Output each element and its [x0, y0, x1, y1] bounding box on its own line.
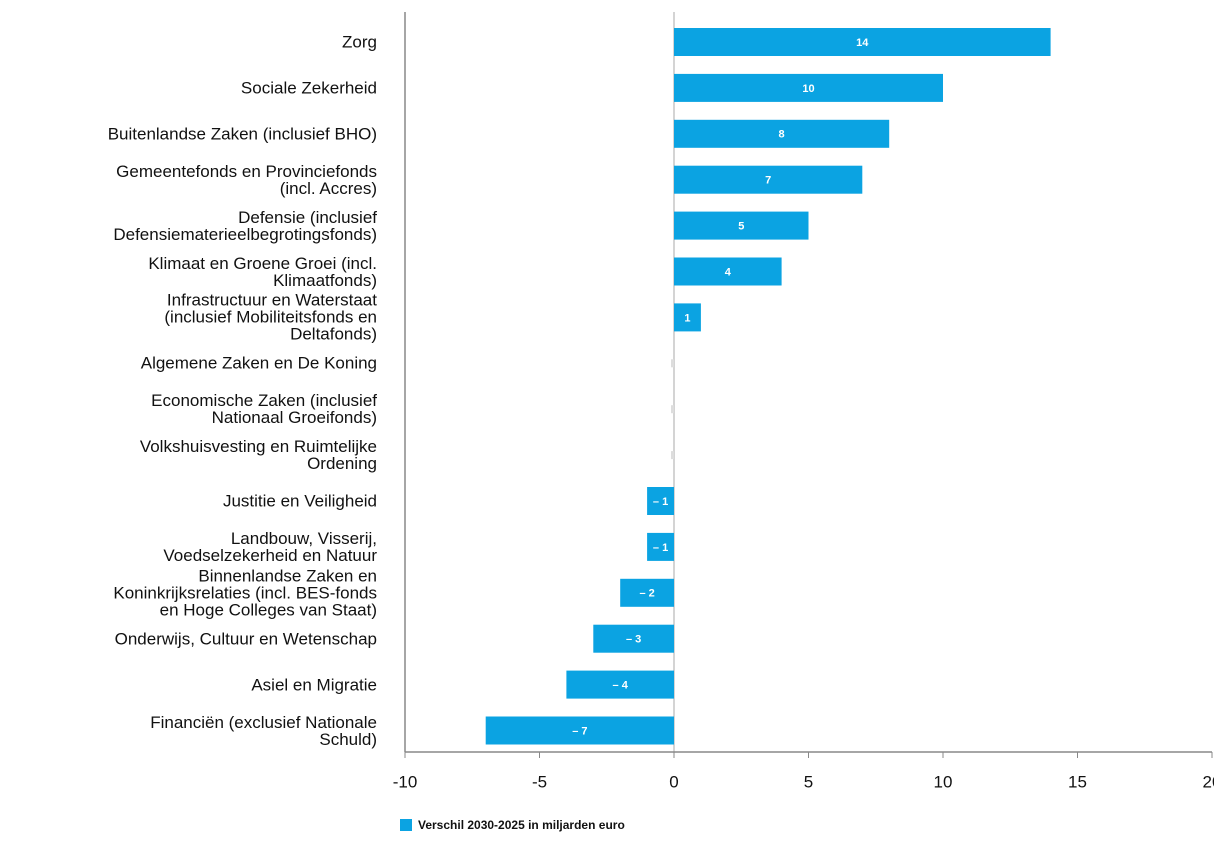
bar-label: 8: [779, 129, 785, 141]
bar-label: – 1: [653, 542, 668, 554]
category-label: Zorg: [342, 32, 377, 52]
category-label: Economische Zaken (inclusief Nationaal G…: [151, 391, 377, 428]
bar-label: 5: [738, 221, 744, 233]
bar: [647, 487, 674, 515]
category-label: Defensie (inclusief Defensiematerieelbeg…: [113, 207, 377, 244]
bar-label: 4: [725, 266, 732, 278]
bar: [674, 257, 782, 286]
bar: [647, 532, 674, 561]
category-label: Sociale Zekerheid: [240, 78, 377, 98]
category-label: Binnenlandse Zaken en Koninkrijksrelatie…: [113, 566, 377, 620]
bar-label: – 3: [626, 634, 641, 646]
bar-label: 14: [856, 37, 869, 49]
bar: [671, 359, 674, 368]
x-tick-label: 10: [934, 772, 953, 791]
category-label: Algemene Zaken en De Koning: [140, 353, 377, 373]
bar: [671, 405, 674, 414]
x-tick-label: -10: [393, 772, 418, 791]
bar: [674, 119, 890, 148]
bar-label: 7: [765, 175, 771, 187]
category-label: Onderwijs, Cultuur en Wetenschap: [114, 629, 377, 649]
category-label: Volkshuisvesting en Ruimtelijke Ordening: [139, 437, 377, 474]
category-label: Klimaat en Groene Groei (incl. Klimaatfo…: [148, 253, 377, 290]
bar-label: – 2: [639, 588, 654, 600]
bar: [485, 716, 674, 745]
category-label: Financiën (exclusief Nationale Schuld): [150, 712, 377, 749]
category-label: Asiel en Migratie: [251, 675, 377, 695]
bar: [566, 670, 674, 699]
bar: [620, 578, 674, 607]
category-label: Gemeentefonds en Provinciefonds (incl. A…: [116, 161, 377, 198]
category-label: Buitenlandse Zaken (inclusief BHO): [107, 124, 377, 144]
category-label: Landbouw, Visserij, Voedselzekerheid en …: [163, 528, 377, 565]
category-label: Infrastructuur en Waterstaat (inclusief …: [164, 290, 377, 344]
bar-label: – 7: [572, 725, 587, 737]
x-tick-label: 20: [1203, 772, 1214, 791]
bar: [593, 624, 674, 653]
bar: [674, 211, 809, 240]
bar-label: – 4: [613, 680, 629, 692]
bar: [674, 165, 863, 194]
bar-label: – 1: [653, 496, 668, 508]
bar: [674, 73, 943, 102]
bar: [674, 28, 1051, 56]
bar-label: 10: [802, 83, 814, 95]
x-tick-label: 5: [804, 772, 813, 791]
legend-swatch: [400, 819, 412, 831]
category-label: Justitie en Veiligheid: [222, 491, 377, 511]
x-tick-label: 15: [1068, 772, 1087, 791]
bar: [671, 451, 674, 460]
legend-label: Verschil 2030-2025 in miljarden euro: [418, 818, 625, 832]
bar-label: 1: [684, 312, 690, 324]
x-tick-label: 0: [669, 772, 678, 791]
x-tick-label: -5: [532, 772, 547, 791]
bar: [674, 303, 701, 332]
